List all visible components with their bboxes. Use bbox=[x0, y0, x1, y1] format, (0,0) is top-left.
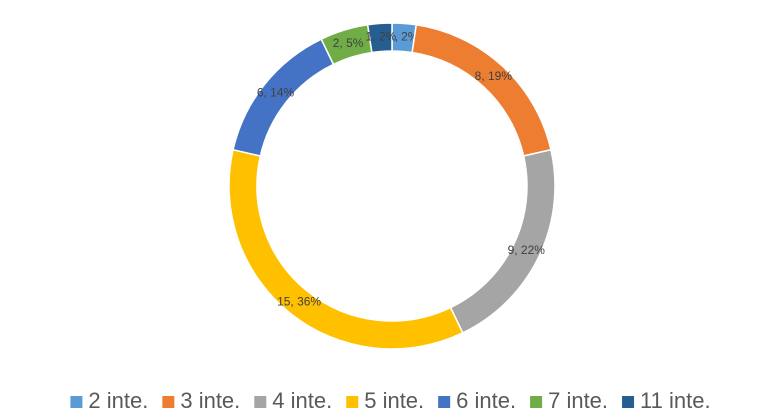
data-label: 6, 14% bbox=[257, 85, 295, 99]
legend-swatch bbox=[530, 396, 543, 408]
legend-swatch bbox=[438, 396, 451, 408]
donut-slice bbox=[411, 23, 552, 157]
data-label: 1, 2% bbox=[366, 30, 397, 44]
data-label: 2, 5% bbox=[333, 36, 364, 50]
donut-slice bbox=[449, 148, 556, 334]
legend-label: 11 inte. bbox=[640, 388, 711, 413]
legend-swatch bbox=[254, 396, 267, 408]
donut-slice bbox=[366, 22, 393, 54]
legend-label: 4 inte. bbox=[272, 388, 332, 413]
legend-label: 5 inte. bbox=[364, 388, 424, 413]
data-label: 1, 2% bbox=[388, 30, 419, 44]
data-label: 9, 22% bbox=[508, 243, 546, 257]
legend-swatch bbox=[70, 396, 83, 408]
legend-label: 3 inte. bbox=[180, 388, 240, 413]
donut-slice bbox=[228, 148, 464, 350]
legend-label: 6 inte. bbox=[456, 388, 516, 413]
legend-swatch bbox=[162, 396, 175, 408]
data-label: 15, 36% bbox=[277, 295, 321, 309]
legend-label: 2 inte. bbox=[88, 388, 148, 413]
legend-swatch bbox=[346, 396, 359, 408]
legend-label: 7 inte. bbox=[548, 388, 608, 413]
legend-swatch bbox=[622, 396, 635, 408]
data-label: 8, 19% bbox=[475, 69, 513, 83]
